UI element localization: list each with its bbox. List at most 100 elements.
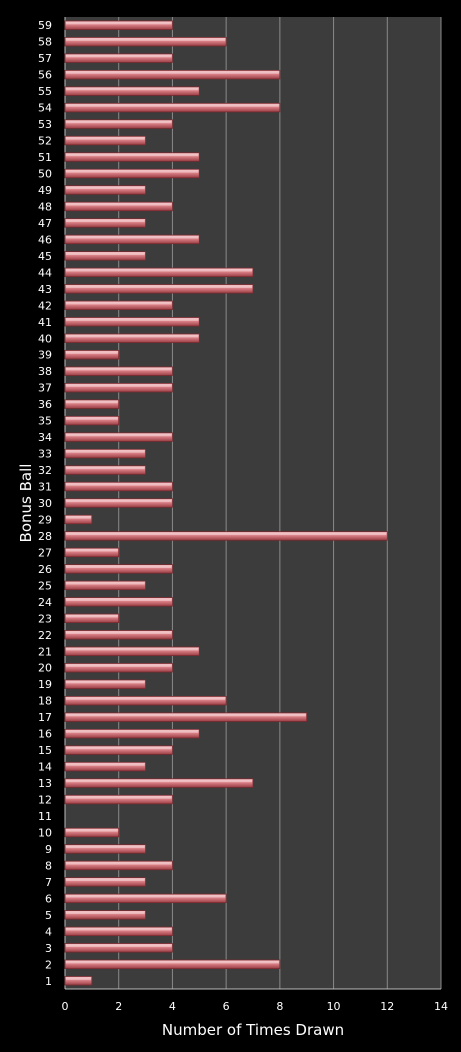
y-tick-label: 43 bbox=[38, 283, 52, 296]
y-tick-label: 4 bbox=[45, 925, 52, 938]
bar-54 bbox=[64, 102, 281, 113]
y-tick-label: 15 bbox=[38, 744, 52, 757]
bar-highlight-8 bbox=[66, 862, 172, 865]
y-tick-label: 18 bbox=[38, 695, 52, 708]
y-tick-label: 55 bbox=[38, 85, 52, 98]
bar-5 bbox=[64, 910, 146, 920]
y-axis-title: Bonus Ball bbox=[17, 464, 35, 543]
y-tick-label: 41 bbox=[38, 316, 52, 329]
bar-20 bbox=[64, 663, 173, 673]
y-tick-label: 20 bbox=[38, 662, 52, 675]
bar-highlight-54 bbox=[66, 104, 279, 107]
bar-30 bbox=[64, 498, 173, 508]
y-tick-label: 59 bbox=[38, 19, 52, 32]
bar-55 bbox=[64, 86, 200, 96]
bar-36 bbox=[64, 399, 120, 409]
bar-highlight-50 bbox=[66, 170, 199, 173]
x-tick-label: 2 bbox=[115, 1000, 122, 1013]
y-tick-label: 5 bbox=[45, 909, 52, 922]
bar-27 bbox=[64, 547, 120, 558]
bar-48 bbox=[64, 201, 173, 212]
bar-10 bbox=[64, 827, 120, 838]
bar-43 bbox=[64, 284, 254, 294]
x-tick-label: 8 bbox=[276, 1000, 283, 1013]
y-tick-label: 28 bbox=[38, 530, 52, 543]
bar-highlight-59 bbox=[66, 21, 172, 25]
bar-18 bbox=[64, 696, 227, 706]
bar-highlight-29 bbox=[66, 516, 91, 519]
bar-33 bbox=[64, 448, 146, 459]
bar-21 bbox=[64, 646, 200, 656]
bar-highlight-24 bbox=[66, 598, 172, 601]
y-tick-label: 49 bbox=[38, 184, 52, 197]
x-axis-title: Number of Times Drawn bbox=[162, 1021, 344, 1039]
bar-highlight-31 bbox=[66, 483, 172, 486]
bar-highlight-36 bbox=[66, 400, 118, 404]
x-tick-label: 4 bbox=[169, 1000, 176, 1013]
bar-highlight-42 bbox=[66, 302, 172, 305]
bar-highlight-18 bbox=[66, 697, 226, 700]
x-tick-label: 12 bbox=[380, 1000, 394, 1013]
x-tick-labels: 0 2 4 6 8 10 12 14 bbox=[62, 1000, 449, 1013]
y-tick-label: 35 bbox=[38, 415, 52, 428]
bar-highlight-7 bbox=[66, 878, 145, 882]
y-tick-label: 31 bbox=[38, 481, 52, 494]
y-tick-label: 56 bbox=[38, 69, 52, 82]
bar-highlight-17 bbox=[66, 713, 306, 717]
bar-highlight-10 bbox=[66, 829, 118, 832]
x-tick-label: 6 bbox=[223, 1000, 230, 1013]
y-tick-label: 37 bbox=[38, 382, 52, 395]
bar-38 bbox=[64, 366, 173, 376]
bar-46 bbox=[64, 234, 200, 245]
x-tick-label: 0 bbox=[62, 1000, 69, 1013]
bar-highlight-51 bbox=[66, 153, 199, 157]
y-tick-label: 6 bbox=[45, 892, 52, 905]
y-tick-label: 24 bbox=[38, 596, 52, 609]
bar-25 bbox=[64, 580, 146, 591]
y-tick-label: 53 bbox=[38, 118, 52, 131]
bar-34 bbox=[64, 432, 173, 442]
y-tick-label: 14 bbox=[38, 761, 52, 774]
bar-15 bbox=[64, 745, 173, 755]
y-tick-label: 3 bbox=[45, 942, 52, 955]
bar-8 bbox=[64, 860, 173, 871]
bar-highlight-16 bbox=[66, 730, 199, 733]
y-tick-label: 34 bbox=[38, 431, 52, 444]
bar-40 bbox=[64, 333, 200, 343]
bar-14 bbox=[64, 761, 146, 772]
bar-highlight-44 bbox=[66, 269, 252, 272]
y-tick-label: 30 bbox=[38, 497, 52, 510]
bar-highlight-40 bbox=[66, 334, 199, 338]
bar-highlight-15 bbox=[66, 746, 172, 750]
y-tick-label: 7 bbox=[45, 876, 52, 889]
y-tick-label: 13 bbox=[38, 777, 52, 790]
y-tick-label: 48 bbox=[38, 200, 52, 213]
bar-highlight-56 bbox=[66, 71, 279, 74]
bar-highlight-53 bbox=[66, 120, 172, 124]
y-tick-label: 46 bbox=[38, 233, 52, 246]
y-tick-label: 44 bbox=[38, 266, 52, 279]
y-tick-label: 17 bbox=[38, 711, 52, 724]
bar-highlight-38 bbox=[66, 367, 172, 371]
bar-53 bbox=[64, 119, 173, 129]
bar-26 bbox=[64, 564, 173, 574]
y-tick-label: 33 bbox=[38, 448, 52, 461]
y-tick-label: 2 bbox=[45, 958, 52, 971]
bar-37 bbox=[64, 382, 173, 393]
bar-51 bbox=[64, 152, 200, 162]
bar-12 bbox=[64, 794, 173, 805]
bar-1 bbox=[64, 976, 93, 986]
y-tick-label: 47 bbox=[38, 217, 52, 230]
bar-19 bbox=[64, 679, 146, 689]
y-tick-label: 29 bbox=[38, 513, 52, 526]
bar-56 bbox=[64, 69, 281, 80]
bar-6 bbox=[64, 893, 227, 904]
bar-28 bbox=[64, 531, 388, 541]
y-tick-label: 22 bbox=[38, 629, 52, 642]
y-tick-label: 27 bbox=[38, 546, 52, 559]
bar-highlight-43 bbox=[66, 285, 252, 288]
bar-highlight-14 bbox=[66, 763, 145, 766]
bar-52 bbox=[64, 135, 146, 146]
y-tick-label: 39 bbox=[38, 349, 52, 362]
